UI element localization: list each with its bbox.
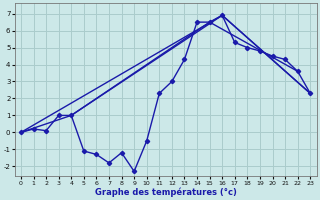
X-axis label: Graphe des températures (°c): Graphe des températures (°c) xyxy=(95,187,236,197)
